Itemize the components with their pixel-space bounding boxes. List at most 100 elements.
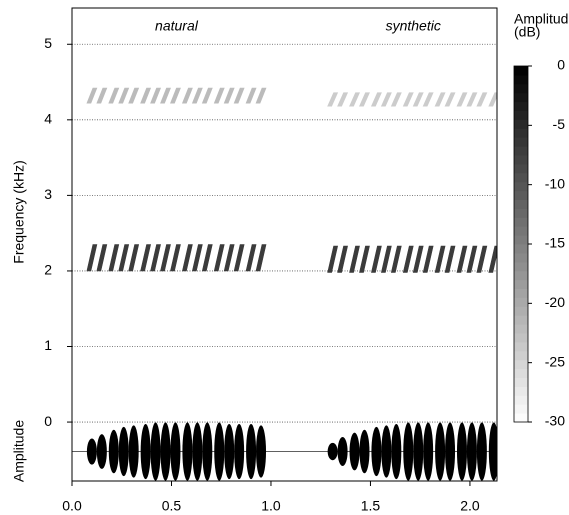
colorbar-tick-label: -15	[545, 235, 565, 251]
waveform-label: Amplitude	[11, 420, 27, 482]
waveform-burst	[488, 422, 497, 481]
spectral-streak	[181, 87, 193, 104]
spectral-streak	[337, 92, 349, 107]
spectral-streak	[402, 245, 414, 273]
spectral-streak	[213, 87, 225, 104]
plot-area	[72, 43, 497, 481]
waveform-burst	[327, 442, 338, 461]
colorbar-step	[514, 244, 528, 254]
colorbar-step	[514, 226, 528, 236]
spectral-streak	[150, 87, 162, 104]
x-tick-label: 0.5	[162, 498, 182, 514]
x-tick-label: 1.0	[261, 498, 281, 514]
spectral-streak	[327, 92, 339, 107]
colorbar-tick-label: -25	[545, 353, 565, 369]
spectral-streak	[327, 245, 339, 273]
spectral-streak	[213, 244, 225, 272]
waveform-burst	[224, 423, 235, 480]
spectral-streak	[456, 92, 468, 107]
spectral-streak	[456, 245, 468, 273]
spectral-streak	[245, 244, 257, 272]
waveform-burst	[435, 422, 446, 481]
spectral-streak	[128, 244, 140, 272]
spectral-streak	[108, 244, 120, 272]
spectral-streak	[422, 92, 434, 107]
colorbar-title: (dB)	[514, 24, 540, 40]
colorbar-step	[514, 155, 528, 165]
colorbar-step	[514, 288, 528, 298]
spectral-streak	[160, 244, 171, 272]
colorbar-step	[514, 172, 528, 183]
spectral-streak	[488, 245, 497, 273]
series-label: natural	[155, 18, 199, 34]
colorbar-step	[514, 261, 528, 272]
waveform-burst	[150, 422, 161, 481]
y-axis-label: Frequency (kHz)	[11, 160, 27, 263]
spectral-streak	[96, 87, 108, 104]
colorbar-step	[514, 395, 528, 405]
colorbar-step	[514, 190, 528, 200]
waveform-burst	[349, 432, 360, 471]
colorbar-step	[514, 74, 528, 85]
waveform-burst	[160, 422, 171, 481]
colorbar-step	[514, 359, 528, 370]
colorbar-tick-label: -30	[545, 413, 565, 429]
spectral-streak	[370, 92, 382, 107]
colorbar-step	[514, 235, 528, 245]
colorbar-tick-label: -10	[545, 175, 565, 191]
waveform-burst	[96, 434, 107, 469]
colorbar-step	[514, 306, 528, 316]
colorbar-step	[514, 66, 528, 76]
waveform-burst	[391, 423, 402, 480]
spectral-streak	[466, 245, 478, 273]
colorbar-step	[514, 181, 528, 192]
waveform-burst	[86, 438, 97, 465]
spectral-streak	[223, 87, 235, 104]
colorbar-step	[514, 270, 528, 281]
colorbar-step	[514, 128, 528, 138]
colorbar-step	[514, 119, 528, 129]
x-tick-label: 2.0	[460, 498, 480, 514]
spectral-streak	[434, 245, 446, 273]
colorbar-step	[514, 324, 528, 334]
colorbar-tick-label: -20	[545, 294, 565, 310]
waveform-burst	[381, 425, 392, 478]
colorbar-step	[514, 146, 528, 156]
colorbar-step	[514, 110, 528, 120]
spectral-streak	[140, 87, 152, 104]
spectral-streak	[476, 245, 488, 273]
waveform-burst	[246, 423, 257, 480]
spectral-streak	[412, 245, 424, 273]
waveform-burst	[403, 422, 414, 481]
colorbar-step	[514, 368, 528, 378]
spectral-streak	[108, 87, 120, 104]
colorbar-step	[514, 279, 528, 289]
waveform-burst	[359, 429, 370, 474]
colorbar-step	[514, 350, 528, 361]
spectral-streak	[170, 244, 181, 272]
colorbar-step	[514, 404, 528, 414]
waveform-burst	[466, 422, 477, 481]
spectral-streak	[86, 87, 98, 104]
spectral-streak	[233, 87, 245, 104]
waveform-burst	[256, 425, 267, 478]
waveform-burst	[118, 426, 129, 477]
spectral-streak	[201, 244, 213, 272]
spectral-streak	[359, 245, 370, 273]
spectral-streak	[422, 245, 434, 273]
spectral-streak	[488, 92, 497, 107]
spectral-streak	[466, 92, 478, 107]
colorbar-step	[514, 341, 528, 352]
colorbar-tick-label: -5	[553, 116, 566, 132]
spectral-streak	[245, 87, 257, 104]
colorbar-step	[514, 163, 528, 174]
colorbar-step	[514, 377, 528, 387]
colorbar-step	[514, 386, 528, 396]
spectral-streak	[255, 87, 267, 104]
waveform-burst	[371, 426, 382, 477]
colorbar-step	[514, 252, 528, 263]
spectral-streak	[359, 92, 370, 107]
series-label: synthetic	[386, 18, 441, 34]
colorbar-step	[514, 315, 528, 325]
